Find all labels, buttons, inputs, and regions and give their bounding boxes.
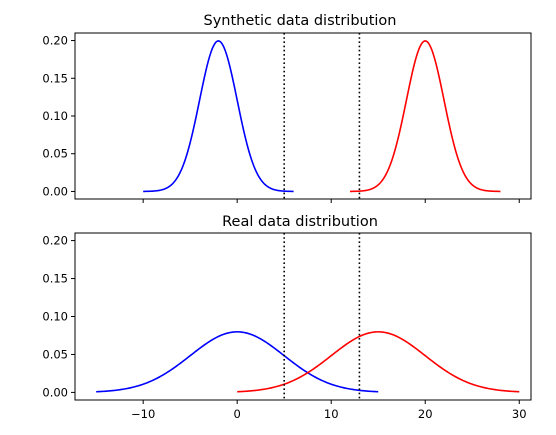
ytick-label: 0.05 [42, 147, 68, 161]
subplot-real: Real data distribution 0.000.050.100.150… [42, 214, 532, 421]
series-line-0 [143, 40, 294, 193]
ytick-label: 0.10 [42, 109, 68, 123]
plot-marks [143, 33, 501, 199]
series-line-0 [96, 331, 379, 393]
plot-area-frame [74, 32, 532, 200]
plot-marks [96, 233, 520, 400]
ytick-label: 0.10 [42, 310, 68, 324]
subplot-synthetic: Synthetic data distribution 0.00 0.05 0.10… [42, 13, 532, 203]
xtick-label: 0 [234, 407, 241, 421]
subplot-title: Synthetic data distribution [204, 13, 397, 29]
ytick-label: 0.20 [42, 34, 68, 48]
series-line-1 [237, 331, 520, 393]
ytick-label: 0.15 [42, 71, 68, 85]
xtick-label: 30 [512, 407, 527, 421]
xtick-label: 10 [324, 407, 339, 421]
series-line-1 [350, 40, 501, 193]
ytick-label: 0.20 [42, 234, 68, 248]
ytick-label: 0.15 [42, 272, 68, 286]
subplot-title: Real data distribution [222, 214, 378, 230]
ytick-label: 0.05 [42, 347, 68, 361]
ytick-label: 0.00 [42, 184, 68, 198]
axis-ticks: 0.00 0.05 0.10 0.15 0.20 −10 0 10 20 30 [42, 234, 526, 421]
xtick-label: −10 [131, 407, 155, 421]
axis-ticks: 0.00 0.05 0.10 0.15 0.20 [42, 34, 520, 203]
ytick-label: 0.00 [42, 385, 68, 399]
xtick-label: 20 [418, 407, 433, 421]
